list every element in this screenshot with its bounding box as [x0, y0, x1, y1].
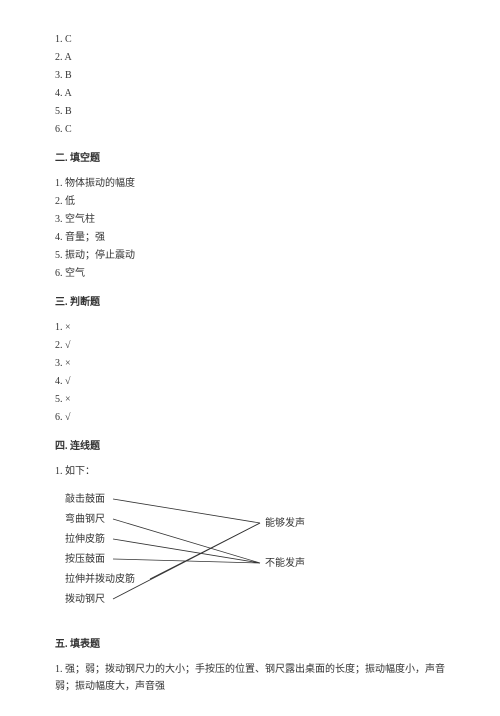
answer-item: 5. B	[55, 103, 445, 120]
match-right-1: 不能发声	[265, 556, 305, 569]
answer-item: 2. A	[55, 49, 445, 66]
fill-item: 4. 音量；强	[55, 229, 445, 246]
fill-item: 1. 物体振动的幅度	[55, 175, 445, 192]
answer-item: 4. A	[55, 85, 445, 102]
matching-diagram: 敲击鼓面 弯曲钢尺 拉伸皮筋 按压鼓面 拉伸并拨动皮筋 拨动钢尺 能够发声 不能…	[55, 488, 445, 624]
match-line	[113, 523, 260, 599]
match-left-2: 拉伸皮筋	[65, 532, 105, 545]
match-right-0: 能够发声	[265, 516, 305, 529]
table-fill-item: 1. 强；弱；拨动钢尺力的大小；手按压的位置、钢尺露出桌面的长度；振动幅度小，声…	[55, 661, 445, 695]
page: 1. C 2. A 3. B 4. A 5. B 6. C 二. 填空题 1. …	[0, 0, 500, 716]
section-3-answers: 1. × 2. √ 3. × 4. √ 5. × 6. √	[55, 319, 445, 426]
section-1-answers: 1. C 2. A 3. B 4. A 5. B 6. C	[55, 31, 445, 138]
judge-item: 6. √	[55, 409, 445, 426]
section-5-answers: 1. 强；弱；拨动钢尺力的大小；手按压的位置、钢尺露出桌面的长度；振动幅度小，声…	[55, 661, 445, 695]
section-3-title: 三. 判断题	[55, 294, 445, 311]
fill-item: 6. 空气	[55, 265, 445, 282]
fill-item: 3. 空气柱	[55, 211, 445, 228]
judge-item: 2. √	[55, 337, 445, 354]
match-line	[113, 499, 260, 523]
match-left-4: 拉伸并拨动皮筋	[65, 572, 135, 585]
judge-item: 1. ×	[55, 319, 445, 336]
fill-item: 2. 低	[55, 193, 445, 210]
section-2-answers: 1. 物体振动的幅度 2. 低 3. 空气柱 4. 音量；强 5. 振动；停止震…	[55, 175, 445, 282]
match-left-0: 敲击鼓面	[65, 492, 105, 505]
answer-item: 3. B	[55, 67, 445, 84]
answer-item: 6. C	[55, 121, 445, 138]
section-4-title: 四. 连线题	[55, 438, 445, 455]
judge-item: 5. ×	[55, 391, 445, 408]
match-line	[113, 519, 260, 563]
section-4-intro: 1. 如下：	[55, 463, 445, 480]
judge-item: 4. √	[55, 373, 445, 390]
answer-item: 1. C	[55, 31, 445, 48]
section-5-title: 五. 填表题	[55, 636, 445, 653]
section-2-title: 二. 填空题	[55, 150, 445, 167]
match-left-1: 弯曲钢尺	[65, 512, 105, 525]
match-left-3: 按压鼓面	[65, 552, 105, 565]
judge-item: 3. ×	[55, 355, 445, 372]
match-left-5: 拨动钢尺	[65, 592, 105, 605]
fill-item: 5. 振动；停止震动	[55, 247, 445, 264]
